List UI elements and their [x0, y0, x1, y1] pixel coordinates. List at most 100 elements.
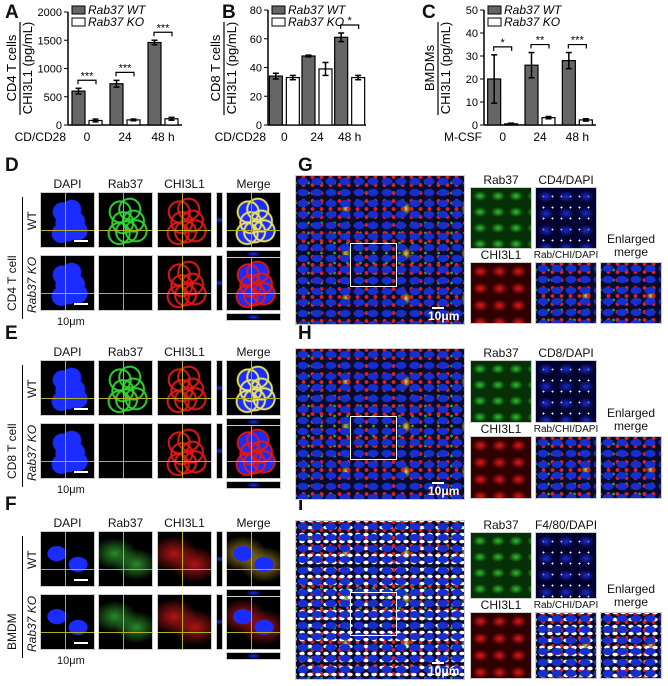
significance-marker: *** [157, 22, 171, 34]
bar-wt [109, 83, 124, 126]
cell-type-label: CD4 T cell [5, 255, 19, 311]
panel-label-b: B [222, 2, 236, 23]
y-tick-label: 0 [472, 120, 478, 132]
y-tick-label: 0 [256, 120, 262, 132]
orthogonal-view [226, 250, 281, 258]
y-tick-label: 1000 [38, 64, 62, 76]
significance-marker: ** [536, 35, 545, 47]
legend-label: Rab37 WT [288, 3, 347, 17]
image-label-rab37: Rab37 [483, 346, 519, 360]
x-tick-label: 24 [310, 130, 324, 144]
orthogonal-view [216, 255, 223, 311]
scale-bar [432, 482, 444, 484]
zoom-region-box [350, 242, 397, 287]
bar-wt [268, 75, 283, 126]
y-tick-label: 2000 [38, 7, 62, 19]
chi3l1-image-wt [157, 192, 212, 248]
row-label-wt: WT [25, 550, 39, 569]
orthogonal-view [226, 589, 281, 597]
y-axis-label: CHI3L1 (pg/mL) [438, 22, 453, 114]
cell-type-label: BMDMs [422, 44, 437, 91]
image-label-enlarged: Enlarged merge [606, 232, 656, 259]
panel-label-d: D [5, 155, 19, 176]
merge-image-ko [226, 255, 281, 311]
scale-label: 10μm [428, 484, 460, 498]
merge-image [535, 436, 597, 499]
row-divider [22, 365, 23, 487]
column-header: DAPI [53, 345, 82, 359]
chi3l1-image [470, 262, 532, 324]
significance-bracket [493, 46, 513, 51]
y-tick-label: 50 [466, 5, 478, 17]
bar-ko [351, 76, 366, 126]
column-header: CHI3L1 [164, 345, 205, 359]
panel-label-f: F [5, 494, 17, 515]
image-label-rab37: Rab37 [483, 518, 519, 532]
panel-label-c: C [422, 2, 436, 23]
chi3l1-image-ko [157, 255, 212, 311]
significance-bracket [115, 71, 135, 77]
column-header: DAPI [53, 177, 82, 191]
y-tick-label: 30 [466, 51, 478, 63]
image-label-marker: CD8/DAPI [538, 346, 594, 360]
rab37-image [470, 360, 532, 423]
orthogonal-view [226, 418, 281, 426]
column-header: Rab37 [107, 516, 144, 530]
legend-swatch [271, 17, 286, 27]
legend-swatch [71, 5, 86, 15]
row-divider [22, 536, 23, 658]
legend-label: Rab37 KO [288, 15, 344, 29]
scale-bar [74, 642, 88, 644]
zoom-region-box [350, 416, 397, 461]
legend-label: Rab37 WT [88, 3, 147, 17]
orthogonal-view [226, 481, 281, 489]
scale-bar [74, 303, 88, 305]
dapi-image-ko [40, 423, 95, 479]
panel-label-i: I [298, 494, 304, 515]
marker-dapi-image [535, 187, 597, 249]
image-label-merge: Rab/CHI/DAPI [533, 424, 599, 435]
significance-bracket [340, 24, 360, 29]
y-tick-label: 20 [250, 91, 262, 103]
image-label-enlarged: Enlarged merge [606, 406, 656, 433]
scale-bar [432, 307, 444, 309]
y-tick-label: 500 [44, 92, 62, 104]
image-label-marker: CD4/DAPI [538, 173, 594, 187]
legend-label: Rab37 KO [504, 15, 560, 29]
orthogonal-view [226, 313, 281, 321]
panel-label-h: H [298, 323, 312, 344]
y-tick-label: 40 [466, 28, 478, 40]
orthogonal-view [216, 192, 223, 248]
enlarged-merge-image [600, 436, 662, 499]
bar-wt [71, 90, 86, 126]
column-header: Rab37 [107, 345, 144, 359]
significance-marker: * [348, 15, 353, 27]
dapi-image-ko [40, 594, 95, 650]
bar-ko [318, 68, 333, 126]
y-tick-label: 40 [250, 63, 262, 75]
merge-image [535, 612, 597, 679]
scale-label: 10μm [57, 484, 85, 496]
x-tick-label: 0 [499, 130, 506, 144]
orthogonal-view [226, 652, 281, 660]
rab37-image-wt [98, 531, 153, 587]
row-divider [22, 197, 23, 319]
rab37-image-wt [98, 360, 153, 416]
image-label-chi3l1: CHI3L1 [480, 598, 522, 612]
column-header: Rab37 [107, 177, 144, 191]
merge-image-wt [226, 192, 281, 248]
significance-bracket [77, 79, 97, 85]
legend-swatch [487, 17, 502, 27]
orthogonal-view [216, 531, 223, 587]
y-axis-label: CHI3L1 (pg/mL) [224, 22, 239, 114]
x-tick-label: 0 [84, 130, 91, 144]
bar-wt [334, 36, 349, 126]
scale-bar [432, 662, 444, 664]
y-tick-label: 10 [466, 97, 478, 109]
column-header: DAPI [53, 516, 82, 530]
rab37-image-ko [98, 423, 153, 479]
y-tick-label: 20 [466, 74, 478, 86]
cell-type-label: CD8 T cell [5, 423, 19, 479]
dapi-image-wt [40, 531, 95, 587]
